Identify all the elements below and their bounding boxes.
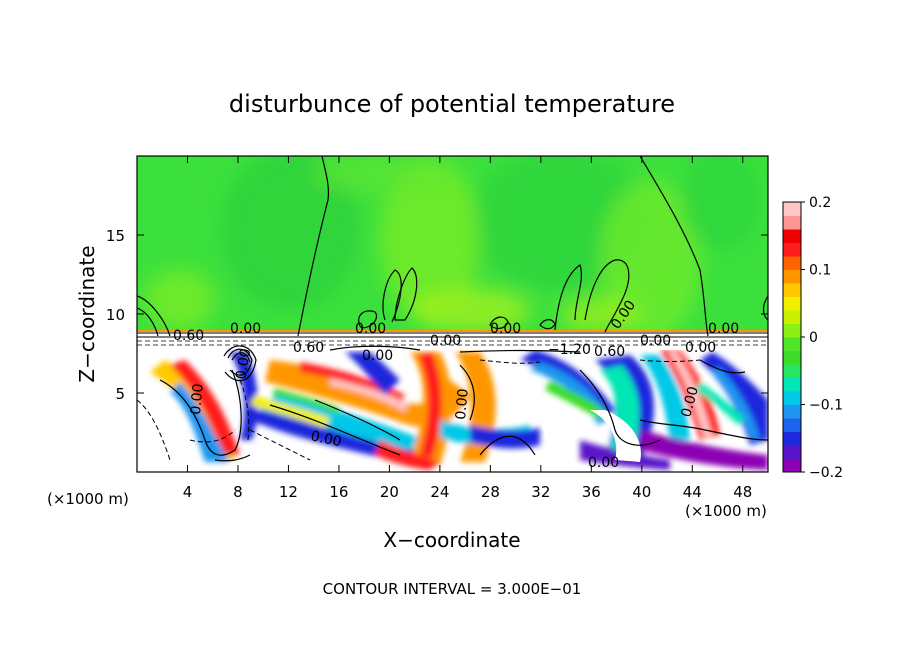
contour-label: 0.00 xyxy=(362,348,393,364)
contour-lines-dashed xyxy=(137,359,701,461)
colorbar-tick-label: −0.1 xyxy=(809,398,843,414)
y-axis-label: Z−coordinate xyxy=(75,245,99,382)
x-tick-label: 16 xyxy=(329,483,348,501)
y-tick-label: 15 xyxy=(106,227,125,245)
contour-label: 0.00 xyxy=(430,333,461,349)
colorbar-tick-label: −0.2 xyxy=(809,465,843,481)
contour-interval-note: CONTOUR INTERVAL = 3.000E−01 xyxy=(323,580,582,598)
contour-labels: 0.60 0.00 0.60 0.00 0.00 0.00 0.00 0.00 … xyxy=(173,298,739,471)
contour-label: 0.00 xyxy=(453,388,472,420)
colorbar-tick-label: 0 xyxy=(809,330,818,346)
colorbar-segment xyxy=(783,256,801,270)
x-tick-label: 48 xyxy=(733,483,752,501)
colorbar-segment xyxy=(783,310,801,324)
colorbar-tick-label: 0.1 xyxy=(809,263,831,279)
colorbar-segment xyxy=(783,202,801,216)
x-tick-label: 8 xyxy=(233,483,243,501)
contour-label: 0.00 xyxy=(490,321,521,337)
x-axis: 4 8 12 16 20 24 28 32 36 40 44 48 xyxy=(183,156,752,501)
y-axis: 5 10 15 xyxy=(106,227,768,403)
contour-label: 0.00 xyxy=(230,321,261,337)
colorbar-segment xyxy=(783,391,801,405)
colorbar-segment xyxy=(783,364,801,378)
contour-label: 0.00 xyxy=(685,340,716,356)
colorbar-segment xyxy=(783,323,801,338)
contour-label: −1.20 xyxy=(548,342,591,358)
x-axis-label: X−coordinate xyxy=(383,528,520,552)
upper-field-shading xyxy=(145,156,760,340)
colorbar-segment xyxy=(783,242,801,257)
contour-label: 0.60 xyxy=(293,340,324,356)
contour-label: 0.00 xyxy=(355,321,386,337)
colorbar-segment xyxy=(783,296,801,311)
contour-label: 0.00 xyxy=(233,347,254,380)
colorbar-segment xyxy=(783,377,801,392)
colorbar-ticks: 0.2 0.1 0 −0.1 −0.2 xyxy=(801,195,843,481)
colorbar-segment xyxy=(783,283,801,297)
colorbar-segment xyxy=(783,445,801,459)
colorbar xyxy=(783,202,801,473)
colorbar-tick-label: 0.2 xyxy=(809,195,831,211)
x-unit-left: (×1000 m) xyxy=(47,490,129,508)
x-tick-label: 40 xyxy=(632,483,651,501)
colorbar-segment xyxy=(783,431,801,446)
x-tick-label: 12 xyxy=(279,483,298,501)
x-tick-label: 24 xyxy=(430,483,449,501)
contour-lines xyxy=(137,156,768,462)
x-unit-right: (×1000 m) xyxy=(685,502,767,520)
contour-label: 0.00 xyxy=(588,455,619,471)
plot-area: 0.60 0.00 0.60 0.00 0.00 0.00 0.00 0.00 … xyxy=(137,156,768,472)
colorbar-segment xyxy=(783,269,801,284)
y-tick-label: 5 xyxy=(115,385,125,403)
colorbar-segment xyxy=(783,337,801,351)
colorbar-segment xyxy=(783,215,801,230)
x-tick-label: 20 xyxy=(380,483,399,501)
x-tick-label: 36 xyxy=(582,483,601,501)
x-tick-label: 4 xyxy=(183,483,193,501)
contour-label: 0.60 xyxy=(594,344,625,360)
contour-label: 0.00 xyxy=(678,385,702,419)
x-tick-label: 28 xyxy=(481,483,500,501)
colorbar-segment xyxy=(783,229,801,243)
contour-label: 0.00 xyxy=(188,383,207,415)
colorbar-segment xyxy=(783,458,801,473)
colorbar-segment xyxy=(783,418,801,432)
y-tick-label: 10 xyxy=(106,306,125,324)
contour-label: 0.60 xyxy=(173,328,204,344)
x-tick-label: 32 xyxy=(531,483,550,501)
colorbar-segment xyxy=(783,404,801,419)
chart-title: disturbunce of potential temperature xyxy=(229,90,675,118)
x-tick-label: 44 xyxy=(683,483,702,501)
contour-label: 0.00 xyxy=(309,428,343,450)
colorbar-segment xyxy=(783,350,801,365)
contour-label: 0.00 xyxy=(640,333,671,349)
contour-label: 0.00 xyxy=(708,321,739,337)
